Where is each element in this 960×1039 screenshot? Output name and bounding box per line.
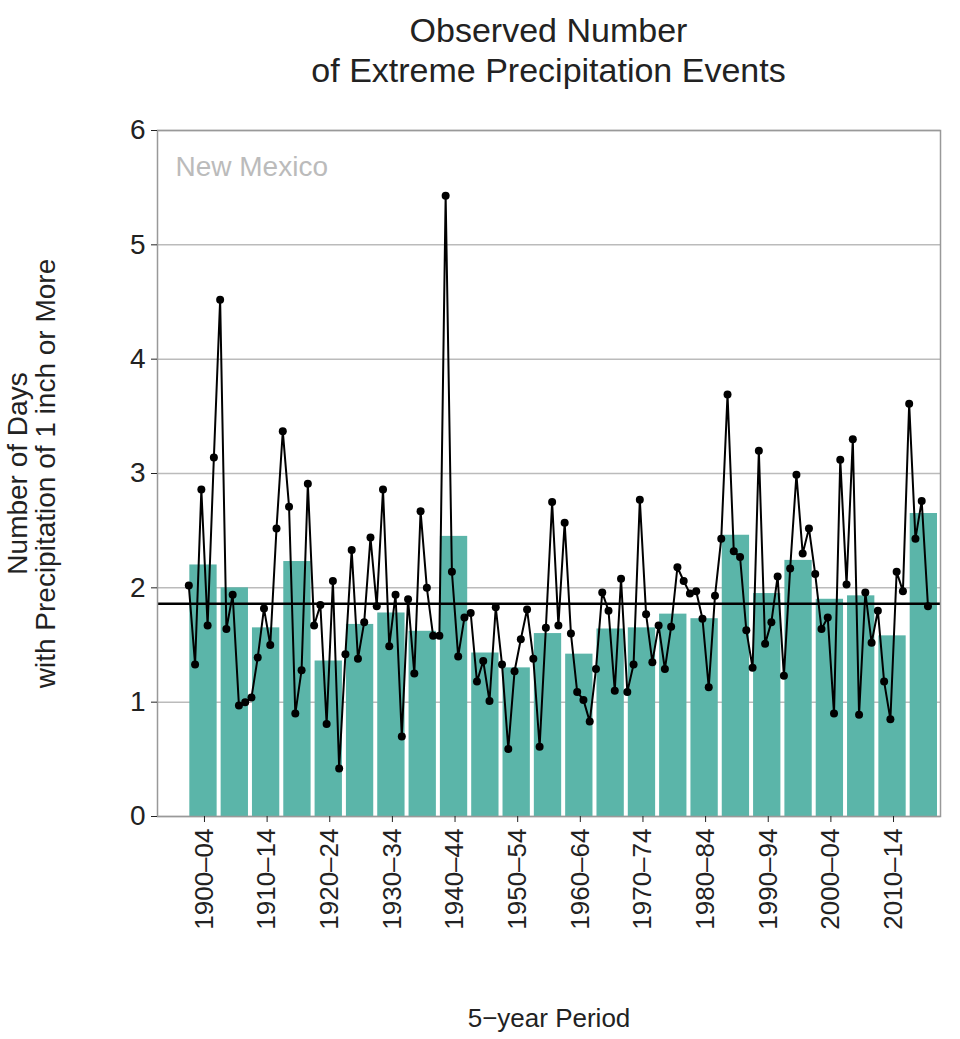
svg-text:1910–14: 1910–14 [251, 829, 281, 930]
svg-text:1970–74: 1970–74 [627, 829, 657, 930]
svg-text:0: 0 [130, 800, 146, 831]
svg-text:1960–64: 1960–64 [565, 829, 595, 930]
svg-text:2010–14: 2010–14 [878, 829, 908, 930]
svg-text:2: 2 [130, 572, 146, 603]
svg-text:2000–04: 2000–04 [815, 829, 845, 930]
svg-text:6: 6 [130, 114, 146, 145]
svg-text:1940–44: 1940–44 [439, 829, 469, 930]
svg-text:1990–94: 1990–94 [753, 829, 783, 930]
svg-text:Number of Dayswith Precipitati: Number of Dayswith Precipitation of 1 in… [2, 259, 61, 690]
svg-text:1950–54: 1950–54 [502, 829, 532, 930]
svg-text:1930–34: 1930–34 [377, 829, 407, 930]
svg-text:1: 1 [130, 686, 146, 717]
svg-text:3: 3 [130, 457, 146, 488]
svg-text:1900–04: 1900–04 [189, 829, 219, 930]
svg-text:New Mexico: New Mexico [176, 151, 328, 182]
html-text:Observed Number of Extreme Pre: Observed Number of Extreme Precipitation… [311, 11, 786, 89]
svg-text:1980–84: 1980–84 [690, 829, 720, 930]
svg-text:5: 5 [130, 229, 146, 260]
svg-text:5−year Period: 5−year Period [468, 1003, 631, 1033]
svg-text:4: 4 [130, 343, 146, 374]
svg-text:1920–24: 1920–24 [314, 829, 344, 930]
